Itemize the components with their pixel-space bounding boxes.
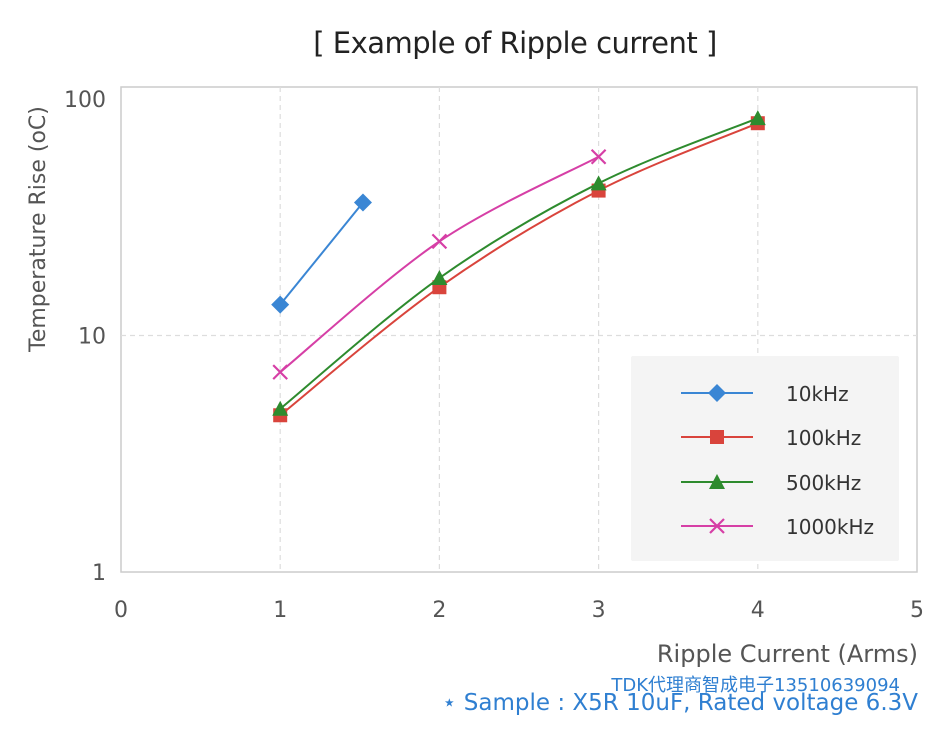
diamond-marker-icon: [681, 384, 753, 402]
data-point-diamond: [353, 193, 372, 212]
legend-label: 1000kHz: [786, 515, 875, 539]
x-tick-label: 0: [114, 598, 128, 623]
data-point-x: [590, 148, 607, 165]
x-tick-label: 3: [592, 598, 606, 623]
data-point-x: [431, 233, 448, 250]
series-line: [279, 122, 759, 417]
legend-label: 10kHz: [786, 382, 849, 406]
series-1000khz: [272, 148, 607, 380]
legend: 10kHz 100kHz 500kHz 1000kHz: [631, 356, 899, 561]
data-point-triangle: [749, 110, 766, 126]
legend-label: 100kHz: [786, 426, 862, 450]
series-500khz: [272, 110, 766, 416]
legend-label: 500kHz: [786, 471, 862, 495]
x-tick-label: 1: [273, 598, 287, 623]
y-tick-label: 100: [64, 88, 106, 113]
series-10khz: [271, 193, 372, 314]
x-tick-label: 4: [751, 598, 765, 623]
triangle-marker-icon: [681, 474, 753, 489]
x-tick-label: 5: [910, 598, 924, 623]
data-point-triangle: [431, 270, 448, 286]
legend-item-10khz: 10kHz: [631, 378, 899, 408]
data-point-triangle: [272, 400, 289, 416]
y-axis-label: Temperature Rise (oC): [26, 106, 51, 353]
watermark-text: TDK代理商智成电子13510639094: [611, 675, 900, 696]
data-point-triangle: [590, 175, 607, 191]
chart-title: [ Example of Ripple current ]: [313, 26, 717, 60]
data-point-diamond: [271, 295, 290, 314]
x-tick-label: 2: [432, 598, 446, 623]
x-axis-label: Ripple Current (Arms): [656, 640, 918, 668]
x-marker-icon: [681, 518, 753, 534]
series-line: [279, 117, 759, 410]
series-line: [279, 201, 364, 306]
legend-item-100khz: 100kHz: [631, 422, 899, 452]
data-point-x: [272, 364, 288, 380]
sample-note: ⋆ Sample : X5R 10uF, Rated voltage 6.3V: [442, 690, 918, 716]
square-marker-icon: [681, 430, 753, 444]
y-tick-label: 10: [78, 325, 106, 350]
legend-item-500khz: 500kHz: [631, 467, 899, 497]
y-tick-label: 1: [92, 561, 106, 586]
legend-item-1000khz: 1000kHz: [631, 511, 899, 541]
